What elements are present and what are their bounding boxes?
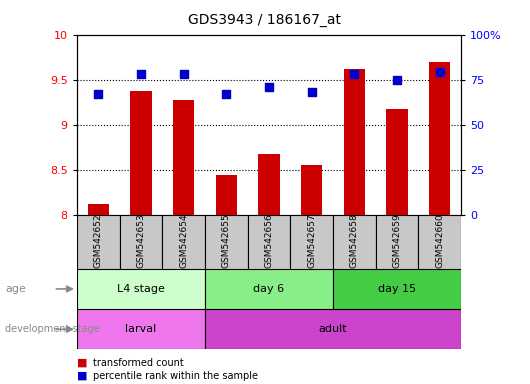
Text: GSM542659: GSM542659	[393, 214, 402, 268]
Text: age: age	[5, 284, 26, 294]
Bar	[216, 175, 237, 215]
Bar	[258, 154, 280, 215]
Text: percentile rank within the sample: percentile rank within the sample	[93, 371, 258, 381]
Bar	[290, 215, 333, 269]
Text: L4 stage: L4 stage	[117, 284, 165, 294]
Point	[94, 91, 102, 97]
Bar	[386, 109, 408, 215]
Bar	[376, 215, 418, 269]
Bar	[248, 215, 290, 269]
Text: ■: ■	[77, 358, 87, 368]
Text: GSM542658: GSM542658	[350, 214, 359, 268]
Text: GSM542655: GSM542655	[222, 214, 231, 268]
Point	[265, 84, 273, 90]
Text: larval: larval	[125, 324, 156, 334]
Text: GSM542660: GSM542660	[435, 214, 444, 268]
Bar	[77, 269, 205, 309]
Point	[307, 89, 316, 95]
Bar	[77, 215, 120, 269]
Text: ■: ■	[77, 371, 87, 381]
Text: GSM542656: GSM542656	[264, 214, 273, 268]
Text: GSM542653: GSM542653	[136, 214, 145, 268]
Text: GDS3943 / 186167_at: GDS3943 / 186167_at	[189, 13, 341, 27]
Bar	[333, 215, 376, 269]
Text: adult: adult	[319, 324, 347, 334]
Bar	[301, 164, 322, 215]
Bar	[77, 309, 205, 349]
Point	[222, 91, 231, 97]
Point	[137, 71, 145, 77]
Bar	[173, 99, 195, 215]
Bar	[343, 69, 365, 215]
Point	[350, 71, 359, 77]
Bar	[205, 309, 461, 349]
Text: transformed count: transformed count	[93, 358, 183, 368]
Bar	[333, 269, 461, 309]
Point	[393, 77, 401, 83]
Text: GSM542657: GSM542657	[307, 214, 316, 268]
Text: day 15: day 15	[378, 284, 416, 294]
Bar	[205, 215, 248, 269]
Bar	[418, 215, 461, 269]
Text: GSM542654: GSM542654	[179, 214, 188, 268]
Bar	[205, 269, 333, 309]
Bar	[120, 215, 162, 269]
Bar	[87, 204, 109, 215]
Point	[436, 70, 444, 76]
Text: day 6: day 6	[253, 284, 285, 294]
Bar	[162, 215, 205, 269]
Bar	[130, 91, 152, 215]
Text: development stage: development stage	[5, 324, 100, 334]
Bar	[429, 62, 450, 215]
Text: GSM542652: GSM542652	[94, 214, 103, 268]
Point	[179, 71, 188, 77]
